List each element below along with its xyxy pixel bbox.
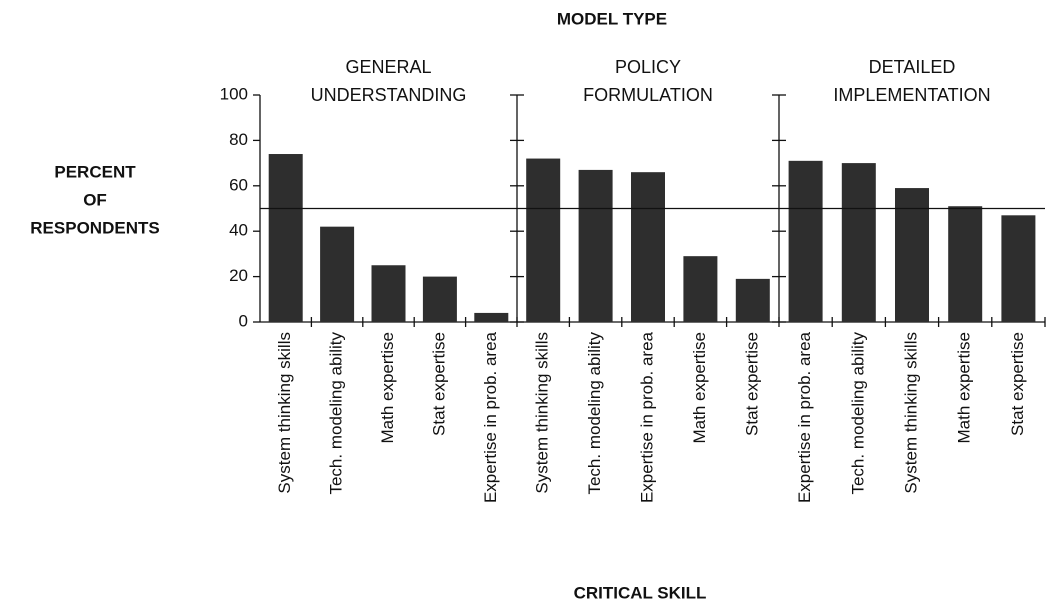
y-axis-label: PERCENT	[54, 162, 136, 181]
x-tick-label: Tech. modeling ability	[327, 332, 346, 495]
panel-title: IMPLEMENTATION	[833, 85, 990, 105]
bar	[735, 278, 770, 322]
panel-title: FORMULATION	[583, 85, 713, 105]
bar	[948, 206, 983, 322]
panel-title: UNDERSTANDING	[311, 85, 467, 105]
bar	[422, 276, 457, 322]
y-tick-label: 60	[229, 175, 248, 194]
x-tick-label: Stat expertise	[1008, 332, 1027, 436]
x-tick-label: Math expertise	[378, 332, 397, 444]
bar	[841, 163, 876, 322]
y-tick-label: 0	[239, 311, 248, 330]
x-tick-label: Tech. modeling ability	[848, 332, 867, 495]
y-tick-label: 20	[229, 266, 248, 285]
panel-title: GENERAL	[345, 57, 431, 77]
y-axis-label: OF	[83, 190, 107, 209]
bar	[895, 188, 929, 322]
x-tick-label: Expertise in prob. area	[481, 331, 500, 503]
x-tick-label: Math expertise	[690, 332, 709, 444]
x-tick-label: Tech. modeling ability	[585, 332, 604, 495]
y-tick-label: 80	[229, 130, 248, 149]
panel-title: DETAILED	[869, 57, 956, 77]
bar	[683, 256, 718, 322]
bar	[320, 226, 355, 322]
x-tick-label: Stat expertise	[429, 332, 448, 436]
x-tick-label: Math expertise	[955, 332, 974, 444]
bar	[371, 265, 406, 322]
bar	[268, 154, 303, 322]
x-tick-label: Expertise in prob. area	[637, 331, 656, 503]
x-tick-label: Stat expertise	[742, 332, 761, 436]
chart-title: MODEL TYPE	[557, 9, 667, 28]
x-tick-label: Expertise in prob. area	[795, 331, 814, 503]
bar	[526, 158, 561, 322]
bar	[1001, 215, 1036, 322]
x-tick-label: System thinking skills	[901, 332, 920, 494]
bar	[631, 172, 665, 322]
x-tick-label: System thinking skills	[275, 332, 294, 494]
bar	[474, 312, 509, 322]
bar	[578, 169, 613, 322]
panel-title: POLICY	[615, 57, 681, 77]
y-tick-label: 40	[229, 221, 248, 240]
y-tick-label: 100	[220, 84, 248, 103]
x-axis-label: CRITICAL SKILL	[574, 583, 707, 602]
y-axis-label: RESPONDENTS	[30, 218, 159, 237]
bar	[788, 160, 823, 322]
x-tick-label: System thinking skills	[533, 332, 552, 494]
